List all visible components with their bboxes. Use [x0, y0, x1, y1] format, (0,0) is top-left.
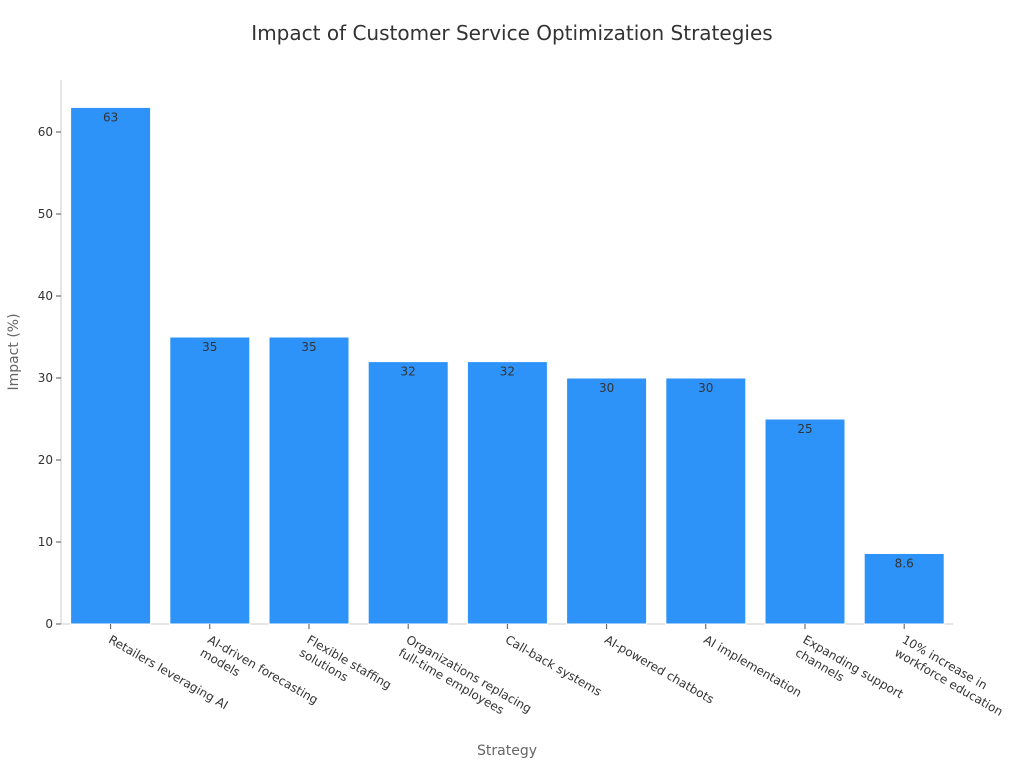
bar — [169, 336, 251, 625]
y-tick-label: 10 — [38, 535, 53, 549]
x-tick-label: AI implementation — [701, 632, 804, 699]
y-tick-label: 30 — [38, 371, 53, 385]
bar-data-label: 35 — [301, 340, 316, 354]
bar-data-label: 32 — [500, 365, 515, 379]
bar-data-label: 35 — [202, 340, 217, 354]
x-tick-label-line: AI implementation — [701, 632, 804, 699]
chart-title: Impact of Customer Service Optimization … — [251, 21, 772, 45]
x-tick-label-line: AI-powered chatbots — [602, 632, 716, 706]
y-tick-label: 20 — [38, 453, 53, 467]
bar-data-label: 30 — [698, 381, 713, 395]
bar — [268, 336, 350, 625]
y-tick-label: 40 — [38, 289, 53, 303]
y-axis-label: Impact (%) — [6, 313, 22, 390]
bar-data-label: 63 — [103, 110, 118, 124]
x-tick-label: Expanding supportchannels — [793, 632, 906, 714]
bar — [466, 361, 548, 625]
y-tick-label: 0 — [45, 617, 53, 631]
bar-data-label: 25 — [797, 422, 812, 436]
x-tick-label: 10% increase inworkforce education — [892, 632, 1013, 718]
x-axis-label: Strategy — [477, 743, 537, 759]
bar — [665, 377, 747, 625]
y-tick-label: 50 — [38, 207, 53, 221]
bar-series: 63 35 35 32 32 30 30 25 8.6 — [70, 106, 945, 625]
bar — [367, 361, 449, 625]
bar — [566, 377, 648, 625]
x-tick-label-line: Call-back systems — [503, 632, 604, 698]
y-axis-ticks: 0 10 20 30 40 50 60 — [38, 125, 61, 631]
bar-data-label: 8.6 — [895, 556, 914, 570]
bar — [70, 106, 152, 625]
x-tick-label: Call-back systems — [503, 632, 604, 698]
bar — [764, 418, 846, 625]
y-tick-label: 60 — [38, 125, 53, 139]
x-tick-label: AI-powered chatbots — [602, 632, 716, 706]
bar-data-label: 30 — [599, 381, 614, 395]
bar — [863, 552, 945, 625]
bar-data-label: 32 — [401, 365, 416, 379]
